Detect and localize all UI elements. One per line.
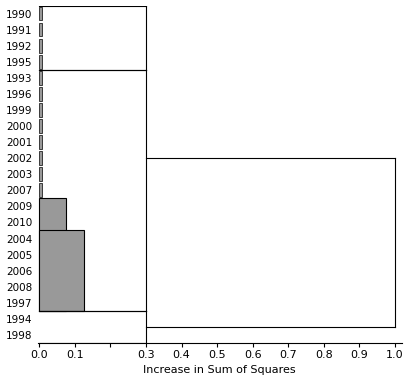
Bar xyxy=(39,23,42,37)
Bar xyxy=(39,135,42,149)
Bar xyxy=(39,71,42,85)
Bar xyxy=(39,151,42,165)
Bar xyxy=(39,199,66,311)
X-axis label: Increase in Sum of Squares: Increase in Sum of Squares xyxy=(143,365,295,375)
Bar xyxy=(39,55,42,69)
Bar xyxy=(39,119,42,133)
Bar xyxy=(39,7,42,21)
Bar xyxy=(39,167,42,181)
Bar xyxy=(39,39,42,53)
Bar xyxy=(39,184,42,197)
Bar xyxy=(39,231,83,311)
Bar xyxy=(39,87,42,101)
Bar xyxy=(39,103,42,117)
